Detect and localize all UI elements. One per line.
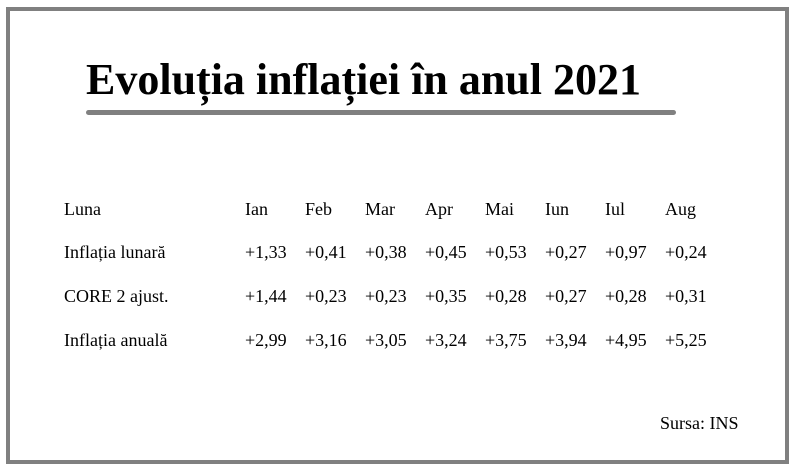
- table-cell: +0,23: [365, 286, 407, 306]
- table-cell: +1,44: [245, 286, 287, 306]
- table-cell: +0,97: [605, 242, 647, 262]
- title-underline: [86, 110, 676, 115]
- table-cell: +1,33: [245, 242, 287, 262]
- header-month: Iun: [545, 199, 569, 219]
- table-cell: +3,05: [365, 330, 407, 350]
- row-label: Inflația lunară: [64, 242, 166, 262]
- table-cell: +0,31: [665, 286, 707, 306]
- header-month: Mai: [485, 199, 514, 219]
- table-cell: +0,28: [485, 286, 527, 306]
- table-cell: +3,75: [485, 330, 527, 350]
- table-cell: +0,27: [545, 242, 587, 262]
- table-cell: +3,94: [545, 330, 587, 350]
- page-title: Evoluția inflației în anul 2021: [86, 55, 641, 104]
- header-label: Luna: [64, 199, 101, 219]
- row-label: Inflația anuală: [64, 330, 168, 350]
- row-label: CORE 2 ajust.: [64, 286, 169, 306]
- header-month: Ian: [245, 199, 268, 219]
- table-cell: +0,38: [365, 242, 407, 262]
- table-cell: +3,16: [305, 330, 347, 350]
- table-cell: +3,24: [425, 330, 467, 350]
- table-cell: +0,35: [425, 286, 467, 306]
- table-cell: +0,23: [305, 286, 347, 306]
- header-month: Iul: [605, 199, 625, 219]
- table-cell: +0,41: [305, 242, 347, 262]
- table-cell: +4,95: [605, 330, 647, 350]
- header-month: Aug: [665, 199, 696, 219]
- table-cell: +5,25: [665, 330, 707, 350]
- document-frame: [6, 7, 789, 464]
- header-month: Apr: [425, 199, 453, 219]
- source-note: Sursa: INS: [660, 413, 739, 433]
- table-cell: +2,99: [245, 330, 287, 350]
- header-month: Mar: [365, 199, 395, 219]
- table-cell: +0,27: [545, 286, 587, 306]
- table-cell: +0,24: [665, 242, 707, 262]
- header-month: Feb: [305, 199, 332, 219]
- table-cell: +0,53: [485, 242, 527, 262]
- table-cell: +0,45: [425, 242, 467, 262]
- table-cell: +0,28: [605, 286, 647, 306]
